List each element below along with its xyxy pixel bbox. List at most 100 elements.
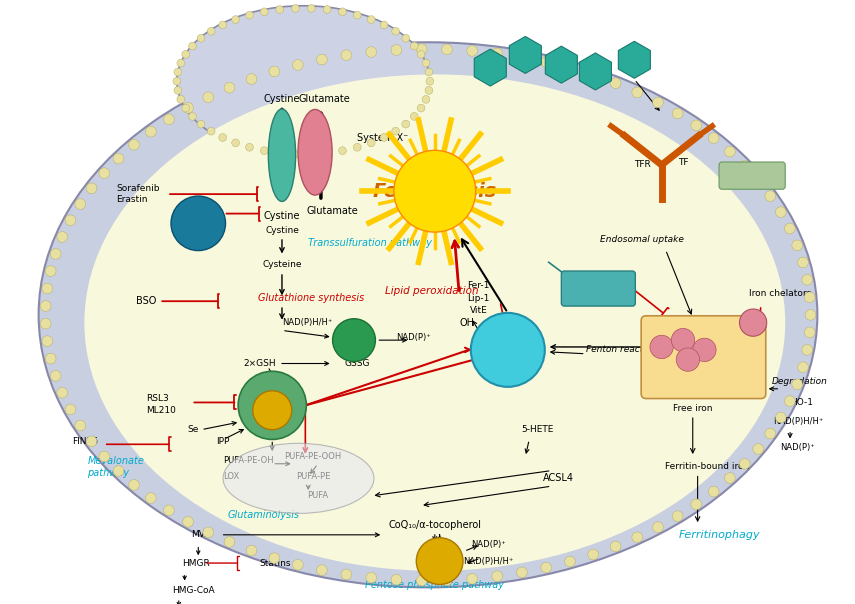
Text: NAD(P)⁺: NAD(P)⁺ [396, 333, 431, 342]
Text: SLC7A11: SLC7A11 [279, 138, 285, 172]
Circle shape [269, 66, 280, 77]
Text: NAD(P)⁺: NAD(P)⁺ [781, 443, 816, 452]
Text: TF: TF [678, 158, 688, 167]
Circle shape [416, 575, 427, 586]
Circle shape [798, 362, 808, 373]
Circle shape [693, 338, 716, 362]
Circle shape [802, 344, 812, 355]
Text: HO-1: HO-1 [790, 398, 813, 407]
Text: FSP1: FSP1 [427, 557, 452, 565]
Circle shape [57, 231, 68, 242]
Circle shape [740, 161, 750, 171]
Text: HSPB1: HSPB1 [581, 284, 616, 293]
Circle shape [245, 11, 253, 19]
Text: Fenton reaction: Fenton reaction [586, 345, 657, 355]
Text: FIN56: FIN56 [72, 437, 97, 446]
Text: Fe³⁺: Fe³⁺ [628, 57, 640, 62]
Circle shape [40, 318, 51, 329]
Circle shape [75, 420, 86, 431]
Circle shape [775, 412, 786, 423]
Text: System X⁻: System X⁻ [357, 133, 408, 143]
Circle shape [753, 175, 764, 186]
Text: 2×GSH: 2×GSH [244, 359, 276, 368]
Circle shape [441, 44, 452, 55]
Circle shape [219, 21, 227, 29]
Circle shape [145, 126, 156, 137]
Circle shape [541, 57, 551, 68]
Circle shape [724, 146, 735, 157]
Text: Fe²⁺: Fe²⁺ [699, 347, 710, 352]
Circle shape [410, 42, 418, 50]
FancyBboxPatch shape [719, 162, 785, 189]
Circle shape [394, 150, 475, 232]
Circle shape [632, 532, 643, 542]
Circle shape [203, 527, 214, 538]
Text: Fe²⁺: Fe²⁺ [677, 338, 688, 342]
Circle shape [368, 16, 375, 24]
Circle shape [417, 104, 425, 112]
Text: PUFA: PUFA [308, 492, 328, 500]
Circle shape [672, 511, 683, 521]
Text: CoQ₁₀/α-tocopherol: CoQ₁₀/α-tocopherol [388, 520, 481, 530]
Circle shape [541, 562, 551, 573]
Text: GSSG: GSSG [345, 359, 369, 368]
Circle shape [724, 473, 735, 483]
Circle shape [224, 82, 235, 93]
Circle shape [753, 443, 764, 454]
Text: Fe³⁺: Fe³⁺ [484, 65, 497, 70]
Ellipse shape [38, 42, 817, 587]
Circle shape [50, 248, 61, 259]
Circle shape [425, 86, 433, 94]
Circle shape [708, 133, 719, 144]
Circle shape [380, 21, 388, 29]
Circle shape [177, 95, 185, 103]
Text: Cysteine: Cysteine [262, 260, 302, 269]
Circle shape [425, 68, 433, 76]
Text: Ferritin-bound iron: Ferritin-bound iron [665, 462, 750, 471]
Text: LOX: LOX [223, 472, 239, 481]
Circle shape [203, 92, 214, 103]
Circle shape [802, 274, 812, 285]
Text: Se: Se [267, 406, 278, 415]
Text: Cystine: Cystine [265, 226, 299, 234]
Circle shape [652, 97, 663, 108]
Circle shape [368, 139, 375, 147]
Circle shape [65, 404, 76, 415]
Circle shape [86, 183, 97, 194]
Circle shape [245, 143, 253, 151]
Circle shape [292, 150, 299, 158]
Circle shape [671, 329, 695, 352]
Circle shape [691, 499, 702, 510]
Circle shape [740, 458, 750, 469]
Circle shape [182, 51, 190, 58]
Ellipse shape [85, 74, 785, 571]
Circle shape [198, 34, 205, 42]
Text: RSL3: RSL3 [145, 394, 168, 403]
Circle shape [57, 387, 68, 398]
Text: Pentose phosphate pathway: Pentose phosphate pathway [365, 580, 504, 591]
Circle shape [341, 569, 351, 580]
Circle shape [86, 436, 97, 447]
Circle shape [292, 4, 299, 12]
Circle shape [672, 108, 683, 119]
Text: NCOA4: NCOA4 [736, 171, 769, 180]
Text: Fe²⁺: Fe²⁺ [682, 357, 693, 362]
Ellipse shape [268, 109, 296, 201]
Text: pathway: pathway [87, 469, 129, 478]
Circle shape [441, 575, 452, 586]
Circle shape [587, 549, 598, 560]
Circle shape [174, 86, 182, 94]
Circle shape [339, 8, 346, 16]
Circle shape [42, 283, 53, 294]
Circle shape [173, 77, 180, 85]
Circle shape [339, 147, 346, 155]
Circle shape [323, 149, 331, 157]
Text: NAD(P)H/H⁺: NAD(P)H/H⁺ [463, 557, 514, 565]
Circle shape [40, 301, 51, 312]
Ellipse shape [177, 6, 430, 156]
Text: Ferroptosis: Ferroptosis [373, 182, 497, 201]
Text: Fe³⁺: Fe³⁺ [555, 62, 568, 67]
Circle shape [805, 292, 815, 303]
Circle shape [99, 168, 109, 179]
Text: Cystine: Cystine [263, 211, 300, 220]
